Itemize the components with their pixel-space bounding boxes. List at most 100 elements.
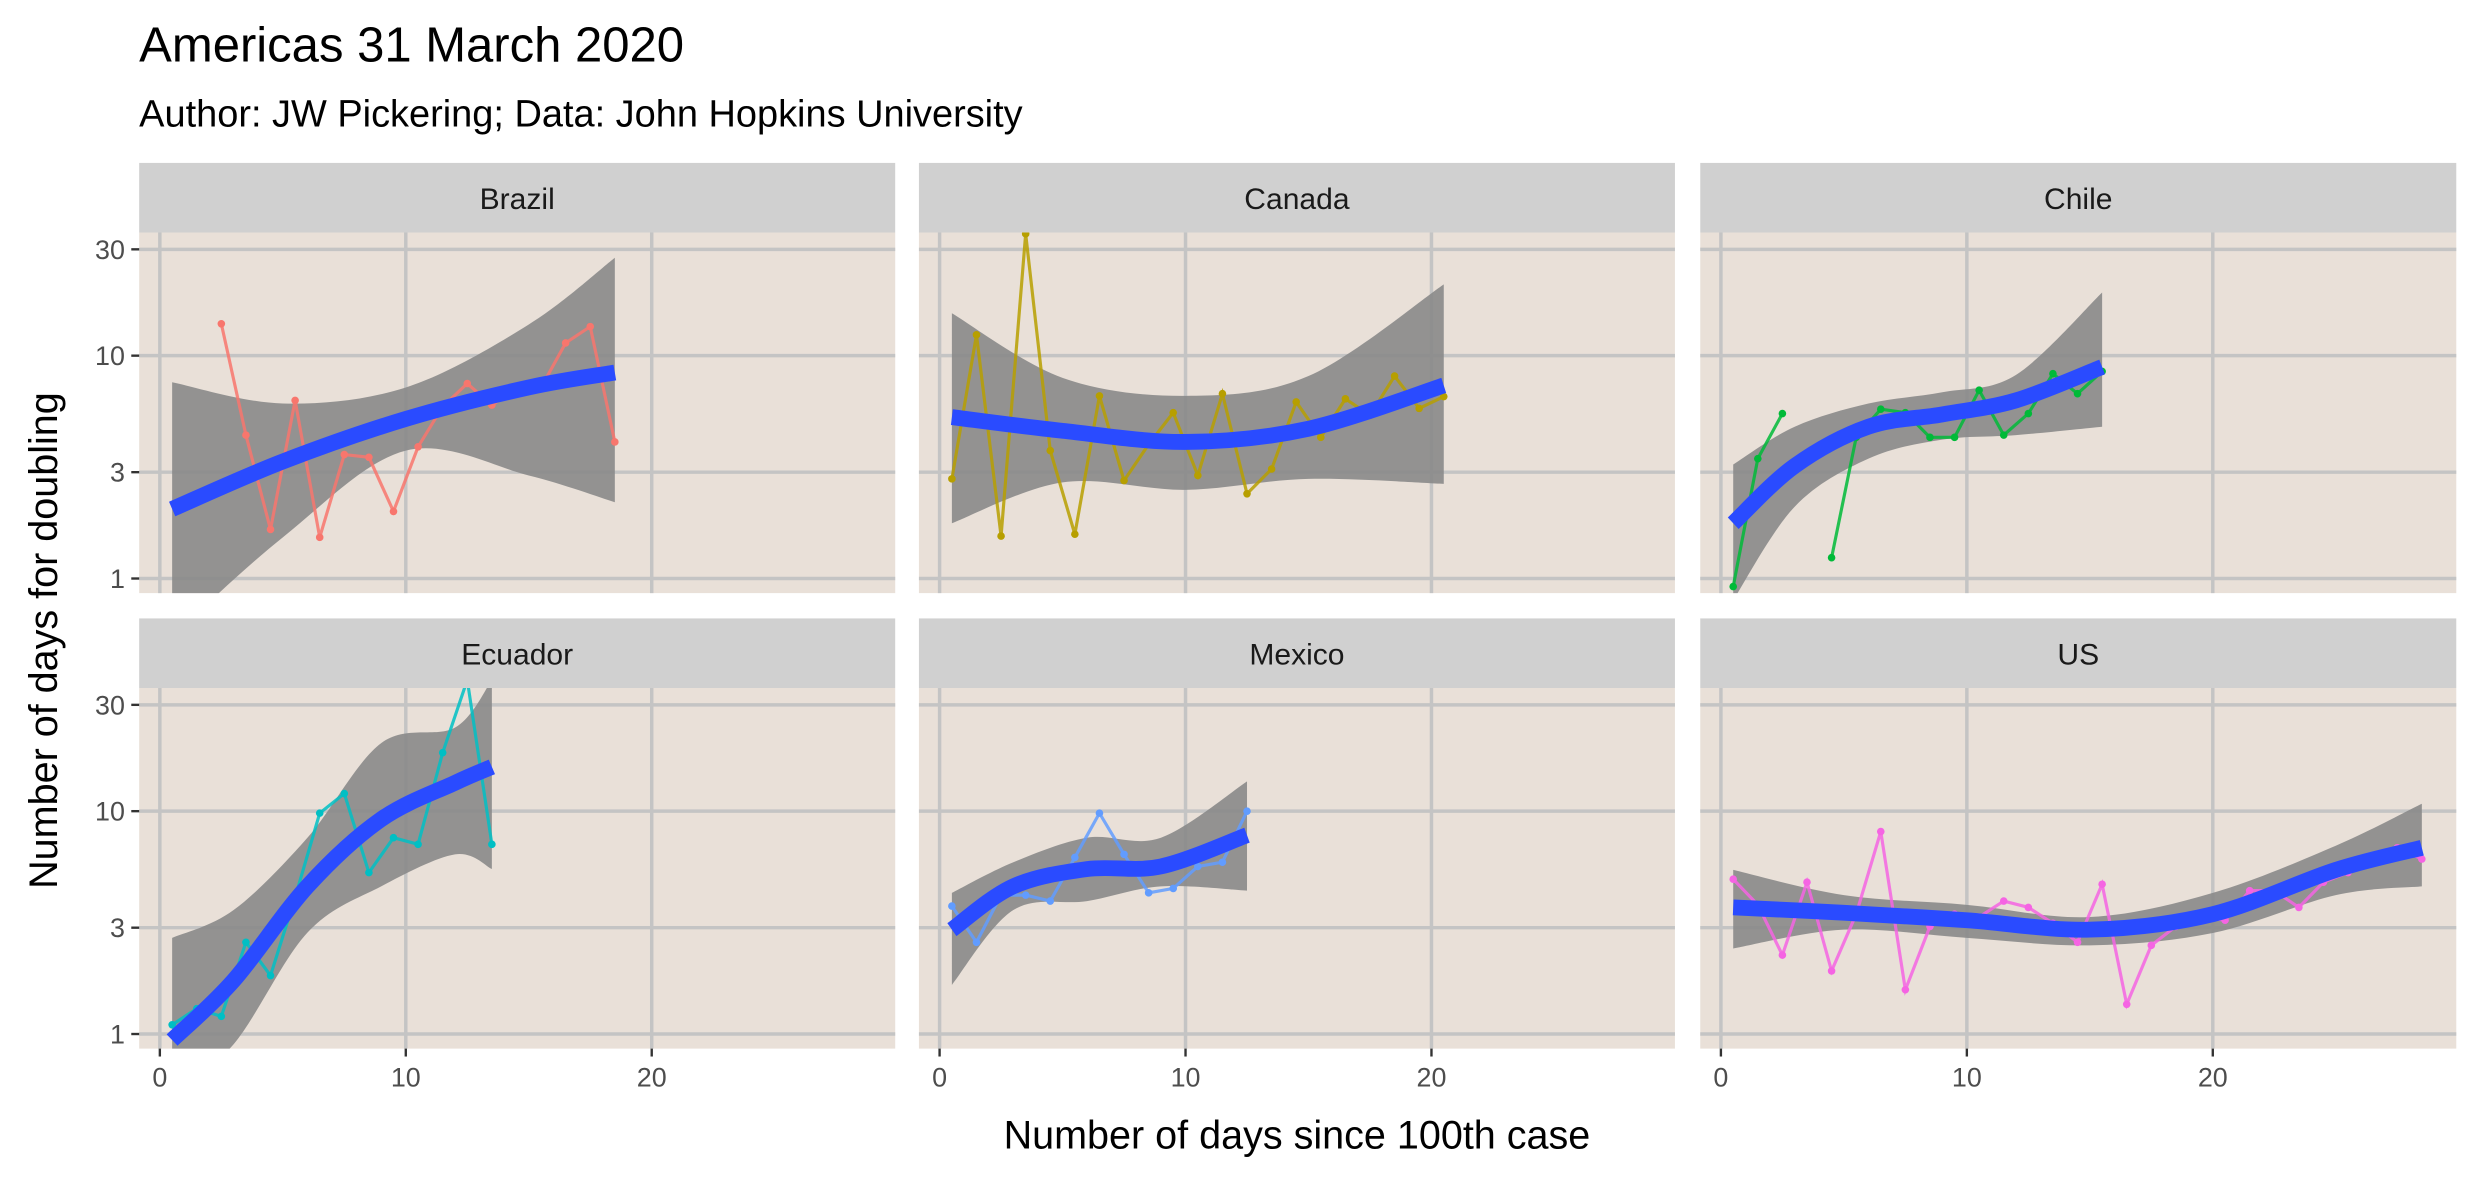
data-point xyxy=(1218,389,1227,398)
data-point xyxy=(972,938,981,947)
panel-marks xyxy=(166,688,496,1049)
strip-label: Canada xyxy=(1244,183,1350,216)
data-point xyxy=(948,902,956,910)
data-point xyxy=(1243,489,1251,498)
smooth-line xyxy=(947,827,1250,937)
data-point xyxy=(2147,941,2156,950)
data-point xyxy=(365,453,373,462)
y-axis-title: Number of days for doubling xyxy=(22,392,66,889)
y-tick-label: 30 xyxy=(95,690,125,720)
chart-subtitle: Author: JW Pickering; Data: John Hopkins… xyxy=(139,94,1022,136)
data-point xyxy=(2122,1000,2131,1009)
data-point xyxy=(1046,446,1055,455)
data-point xyxy=(1926,433,1934,442)
data-point xyxy=(217,319,226,328)
data-point xyxy=(414,442,422,451)
strip xyxy=(918,618,1675,689)
x-tick-label: 20 xyxy=(1417,1063,1447,1093)
data-point xyxy=(291,396,299,405)
data-point xyxy=(1729,875,1738,884)
data-point xyxy=(1120,476,1128,485)
panel-marks xyxy=(947,781,1251,985)
data-point xyxy=(2245,886,2254,895)
y-tick-label: 30 xyxy=(95,235,125,265)
data-point xyxy=(1390,372,1399,380)
strip-label: Chile xyxy=(2044,183,2112,216)
smooth-line xyxy=(1732,840,2424,938)
panel-marks xyxy=(1729,803,2426,1010)
panel-marks xyxy=(169,257,619,594)
data-point xyxy=(1292,398,1300,406)
data-point xyxy=(1975,386,1983,394)
data-point xyxy=(997,532,1005,540)
data-point xyxy=(1999,897,2008,905)
data-point xyxy=(389,507,398,516)
data-point xyxy=(1243,807,1251,815)
data-point xyxy=(1439,392,1448,401)
data-point xyxy=(948,475,956,483)
strip-label: Mexico xyxy=(1249,638,1344,671)
data-point xyxy=(1876,827,1885,836)
data-point xyxy=(340,450,349,459)
x-tick-label: 20 xyxy=(2198,1063,2228,1093)
y-tick-label: 10 xyxy=(95,341,125,371)
confidence-band xyxy=(951,781,1248,985)
data-point xyxy=(2073,389,2082,398)
data-line xyxy=(171,688,494,1027)
strip-label: US xyxy=(2057,638,2099,671)
data-point xyxy=(586,322,595,331)
x-tick-label: 0 xyxy=(932,1063,947,1093)
data-point xyxy=(168,1021,176,1029)
strip-label: Ecuador xyxy=(461,638,573,671)
data-point xyxy=(414,840,422,849)
data-point xyxy=(1071,530,1079,539)
data-point xyxy=(1827,553,1836,562)
chart-title: Americas 31 March 2020 xyxy=(139,19,684,73)
data-point xyxy=(2418,855,2426,863)
data-point xyxy=(1729,582,1738,591)
y-tick-label: 10 xyxy=(95,797,125,827)
strip xyxy=(1700,162,2457,233)
smooth-line xyxy=(1727,359,2106,530)
data-point xyxy=(2049,369,2057,378)
data-point xyxy=(488,840,496,849)
data-point xyxy=(1316,433,1325,442)
y-tick-label: 3 xyxy=(110,458,125,488)
panel-marks xyxy=(1727,292,2106,594)
data-point xyxy=(1194,471,1202,480)
x-tick-label: 10 xyxy=(391,1063,421,1093)
data-point xyxy=(1267,465,1276,473)
x-tick-label: 0 xyxy=(1713,1063,1728,1093)
y-tick-label: 1 xyxy=(110,1020,125,1050)
data-point xyxy=(463,379,472,388)
data-point xyxy=(266,971,275,980)
data-point xyxy=(1876,405,1885,414)
data-point xyxy=(1803,878,1811,887)
data-point xyxy=(1194,862,1202,871)
panel-marks xyxy=(948,232,1448,540)
data-point xyxy=(242,431,250,439)
strip xyxy=(1700,618,2457,689)
data-point xyxy=(1415,404,1423,413)
data-point xyxy=(1778,951,1787,959)
strip xyxy=(139,618,896,689)
data-point xyxy=(340,789,349,798)
strip xyxy=(139,162,896,233)
x-tick-label: 0 xyxy=(152,1063,167,1093)
smooth-line xyxy=(169,364,617,517)
confidence-band xyxy=(1733,292,2103,594)
data-point xyxy=(242,938,250,947)
data-point xyxy=(2024,903,2033,912)
data-point xyxy=(1120,850,1128,859)
data-point xyxy=(1095,392,1104,400)
data-point xyxy=(1071,853,1079,862)
data-point xyxy=(438,748,447,757)
data-point xyxy=(1950,433,1959,442)
data-point xyxy=(1218,858,1227,867)
data-point xyxy=(1046,897,1055,905)
confidence-band xyxy=(951,284,1444,524)
data-point xyxy=(1999,431,2008,439)
data-point xyxy=(2073,938,2082,947)
data-point xyxy=(315,809,324,817)
